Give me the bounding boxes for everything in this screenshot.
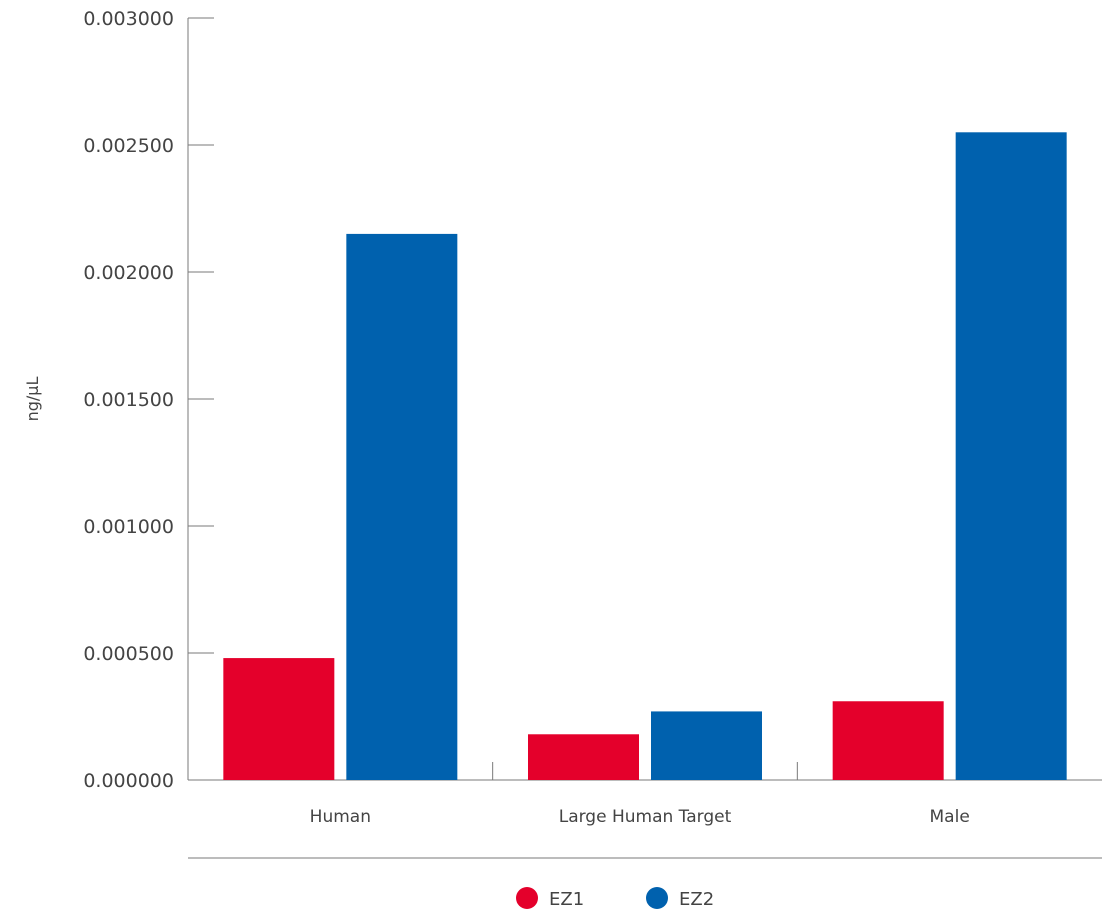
legend-label-ez1: EZ1: [549, 889, 584, 910]
bar-ez1-2: [832, 701, 944, 780]
y-tick-label: 0.001000: [83, 516, 174, 538]
y-tick-label: 0.002500: [83, 135, 174, 157]
axis-labels: 0.000000 0.000500 0.001000 0.001500 0.002000…: [83, 8, 969, 827]
legend-swatch-ez1: [516, 887, 538, 909]
x-category-label: Human: [310, 807, 371, 827]
y-tick-label: 0.000500: [83, 643, 174, 665]
legend: EZ1 EZ2: [516, 887, 714, 910]
bar-ez2-0: [346, 233, 458, 780]
x-category-label: Large Human Target: [559, 807, 732, 827]
x-category-label: Male: [930, 807, 970, 827]
bar-ez2-2: [955, 132, 1067, 781]
bar-ez2-1: [651, 711, 762, 780]
y-tick-label: 0.000000: [83, 770, 174, 792]
y-tick-label: 0.003000: [83, 8, 174, 30]
axes: [187, 17, 1102, 781]
bar-ez1-0: [223, 658, 335, 780]
bar-ez1-1: [528, 734, 639, 780]
y-tick-label: 0.002000: [83, 262, 174, 284]
y-tick-label: 0.001500: [83, 389, 174, 411]
legend-swatch-ez2: [646, 887, 668, 909]
y-axis-title: ng/µL: [23, 377, 42, 422]
bars: [223, 132, 1067, 781]
legend-label-ez2: EZ2: [679, 889, 714, 910]
